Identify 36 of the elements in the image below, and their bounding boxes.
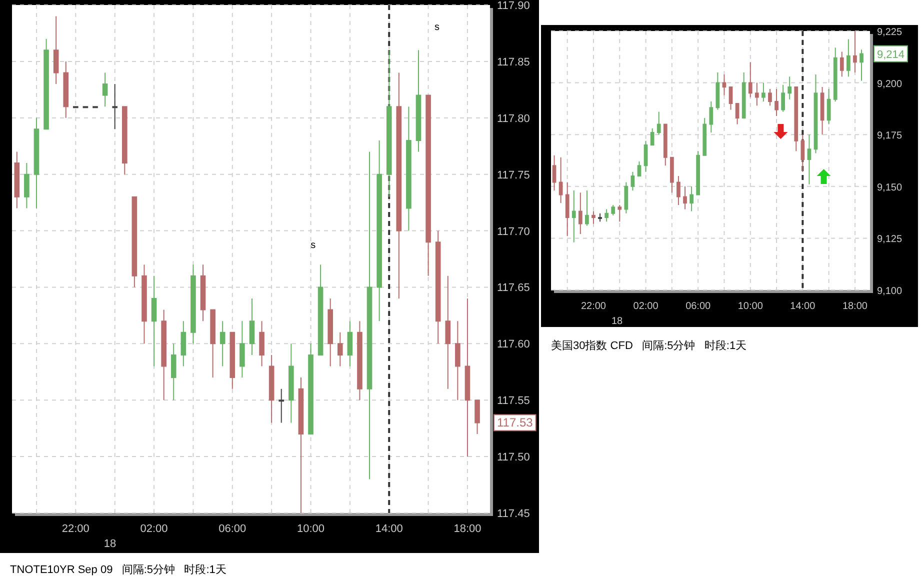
x-tick-label: 14:00 bbox=[375, 523, 403, 535]
y-tick-label: 9,175 bbox=[877, 130, 902, 142]
y-tick-label: 117.70 bbox=[497, 226, 530, 238]
text: 117.53 bbox=[497, 416, 534, 430]
y-tick-label: 9,200 bbox=[877, 78, 902, 90]
y-tick-label: 117.85 bbox=[497, 56, 530, 68]
text: 美国30指数 CFD 间隔:5分钟 时段:1天 bbox=[551, 339, 747, 352]
y-tick-label: 9,150 bbox=[877, 182, 902, 194]
annotation: s bbox=[310, 240, 316, 251]
y-tick-label: 9,100 bbox=[877, 286, 902, 297]
x-tick-label: 14:00 bbox=[790, 301, 816, 312]
x-tick-label: 10:00 bbox=[738, 301, 764, 312]
y-tick-label: 117.65 bbox=[497, 282, 530, 294]
text: TNOTE10YR Sep 09 间隔:5分钟 时段:1天 bbox=[10, 563, 226, 576]
y-tick-label: 117.80 bbox=[497, 112, 530, 125]
y-tick-label: 9,125 bbox=[877, 234, 902, 246]
x-tick-label: 18:00 bbox=[454, 523, 482, 535]
y-tick-label: 9,225 bbox=[877, 27, 902, 38]
y-tick-label: 117.90 bbox=[497, 0, 530, 12]
text: 18 bbox=[611, 316, 624, 327]
x-tick-label: 22:00 bbox=[580, 301, 606, 312]
y-tick-label: 117.50 bbox=[497, 452, 530, 464]
y-tick-label: 117.55 bbox=[497, 395, 530, 408]
text: 9,214 bbox=[877, 48, 905, 61]
y-tick-label: 117.45 bbox=[497, 508, 530, 520]
x-tick-label: 22:00 bbox=[62, 523, 90, 535]
annotation: s bbox=[434, 22, 440, 33]
text: 18 bbox=[104, 538, 116, 550]
x-tick-label: 18:00 bbox=[842, 301, 868, 312]
x-tick-label: 06:00 bbox=[686, 301, 712, 312]
x-tick-label: 06:00 bbox=[218, 523, 246, 535]
x-tick-label: 02:00 bbox=[633, 301, 659, 312]
y-tick-label: 117.75 bbox=[497, 169, 530, 182]
x-tick-label: 10:00 bbox=[296, 523, 325, 535]
y-tick-label: 117.60 bbox=[497, 338, 530, 351]
x-tick-label: 02:00 bbox=[140, 523, 168, 535]
